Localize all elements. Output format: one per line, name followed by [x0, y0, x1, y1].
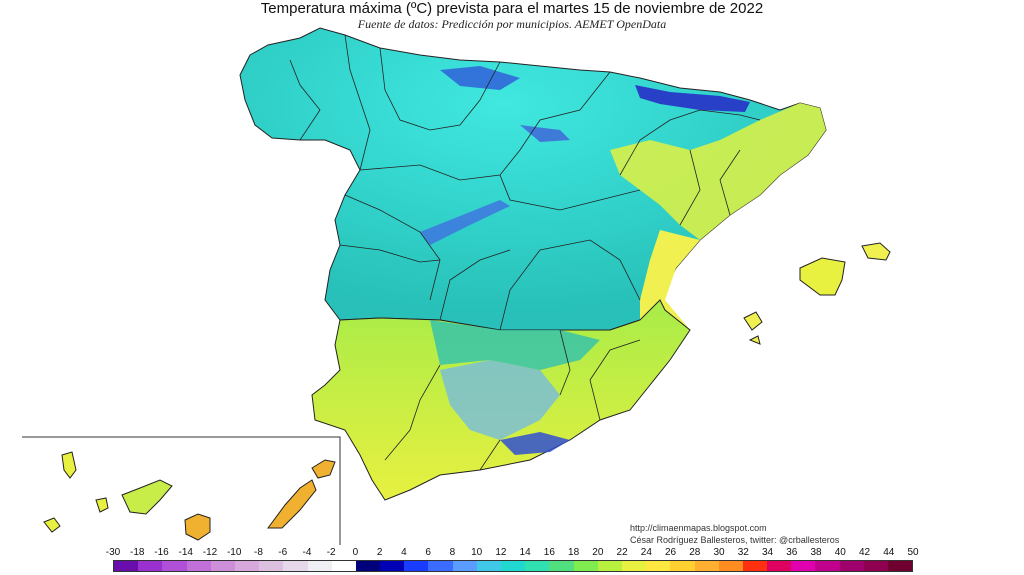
legend-label: -18 [130, 547, 145, 558]
legend-swatch [863, 561, 888, 571]
legend-swatch [718, 561, 743, 571]
legend-label: 26 [665, 547, 677, 558]
legend-swatch [573, 561, 598, 571]
island-lanzarote [311, 459, 336, 479]
legend-swatch [742, 561, 768, 571]
legend-swatch [331, 561, 356, 571]
legend-label: 20 [592, 547, 604, 558]
legend-swatch [815, 561, 840, 571]
legend-label: -2 [326, 547, 336, 558]
island-mallorca [799, 257, 846, 296]
credits: http://climaenmapas.blogspot.com César R… [630, 522, 839, 546]
legend-label: 50 [907, 547, 919, 558]
legend-swatch [234, 561, 260, 571]
legend-label: 24 [640, 547, 652, 558]
region-northeast [610, 103, 826, 240]
legend-swatch [791, 561, 816, 571]
legend-label: -30 [105, 547, 121, 558]
legend-swatch [404, 561, 429, 571]
legend-label: -10 [226, 547, 242, 558]
legend-label: 40 [834, 547, 846, 558]
legend-swatch [694, 561, 719, 571]
legend-label: -16 [154, 547, 169, 558]
legend-label: 34 [761, 547, 774, 558]
legend-label: 2 [376, 547, 383, 558]
legend-label: 0 [352, 547, 359, 558]
legend-label: 38 [810, 547, 822, 558]
zone-iberian [520, 125, 570, 142]
island-formentera [748, 335, 761, 345]
credits-url: http://climaenmapas.blogspot.com [630, 523, 767, 533]
legend-swatch [549, 561, 574, 571]
legend-label: -4 [302, 547, 312, 558]
zone-pyrenees [635, 85, 750, 112]
canarias-inset-frame [22, 436, 341, 545]
island-menorca [861, 242, 891, 261]
legend-swatch [138, 561, 163, 571]
legend-swatch [355, 561, 381, 571]
legend-label: 32 [737, 547, 749, 558]
legend-label: 28 [689, 547, 701, 558]
credits-author: César Rodríguez Ballesteros, twitter: @c… [630, 535, 840, 545]
legend-swatch [452, 561, 477, 571]
island-la-gomera [95, 497, 109, 513]
legend-label: 30 [713, 547, 725, 558]
legend-swatch [186, 561, 211, 571]
canary-islands [43, 451, 336, 541]
legend-swatch [428, 561, 453, 571]
island-gran-canaria [184, 513, 211, 541]
temperature-map [22, 27, 891, 545]
legend-swatch [525, 561, 550, 571]
legend-swatch [646, 561, 671, 571]
province-borders [289, 34, 761, 471]
island-tenerife [121, 479, 173, 515]
island-ibiza [743, 311, 763, 331]
legend-labels: -30 -18 -16 -14 -12 -10 -8 -6 -4 -2 0 2 4 6 8 10 12 14 16 1… [106, 547, 919, 559]
legend-swatch [307, 561, 332, 571]
legend-label: 12 [495, 547, 507, 558]
legend-label: 18 [568, 547, 580, 558]
island-el-hierro [43, 517, 61, 533]
legend-swatch [476, 561, 501, 571]
legend-swatch [210, 561, 235, 571]
zone-cantabrian [440, 66, 520, 90]
legend-swatch [259, 561, 284, 571]
legend-swatch [114, 561, 139, 571]
zone-sierra-nevada [500, 432, 570, 455]
island-fuerteventura [267, 479, 317, 529]
legend-label: 36 [786, 547, 798, 558]
color-scale-legend [113, 560, 913, 572]
legend-label: 4 [401, 547, 407, 558]
legend-label: 8 [449, 547, 456, 558]
legend-label: 6 [425, 547, 431, 558]
legend-label: 22 [616, 547, 628, 558]
legend-swatch [501, 561, 526, 571]
legend-label: -8 [254, 547, 263, 558]
map-title: Temperatura máxima (ºC) prevista para el… [260, 0, 764, 17]
legend-swatch [621, 561, 647, 571]
legend-label: 42 [858, 547, 871, 558]
legend-swatch [767, 561, 792, 571]
legend-swatch [162, 561, 187, 571]
zone-central-system [420, 200, 510, 245]
zone-cool-south [440, 360, 560, 440]
legend-label: 16 [543, 547, 555, 558]
legend-swatch [839, 561, 864, 571]
legend-label: -14 [178, 547, 193, 558]
legend-swatch [283, 561, 308, 571]
legend-swatch [380, 561, 405, 571]
zone-interior-south [430, 320, 600, 370]
legend-label: 14 [519, 547, 531, 558]
island-la-palma [61, 451, 77, 479]
map-subtitle: Fuente de datos: Predicción por municipi… [357, 17, 667, 31]
legend-swatch [888, 561, 913, 571]
legend-swatch [597, 561, 622, 571]
legend-swatch [670, 561, 695, 571]
legend-label: -12 [202, 547, 218, 558]
legend-label: -6 [278, 547, 288, 558]
legend-label: 10 [471, 547, 483, 558]
legend-label: 44 [883, 547, 895, 558]
